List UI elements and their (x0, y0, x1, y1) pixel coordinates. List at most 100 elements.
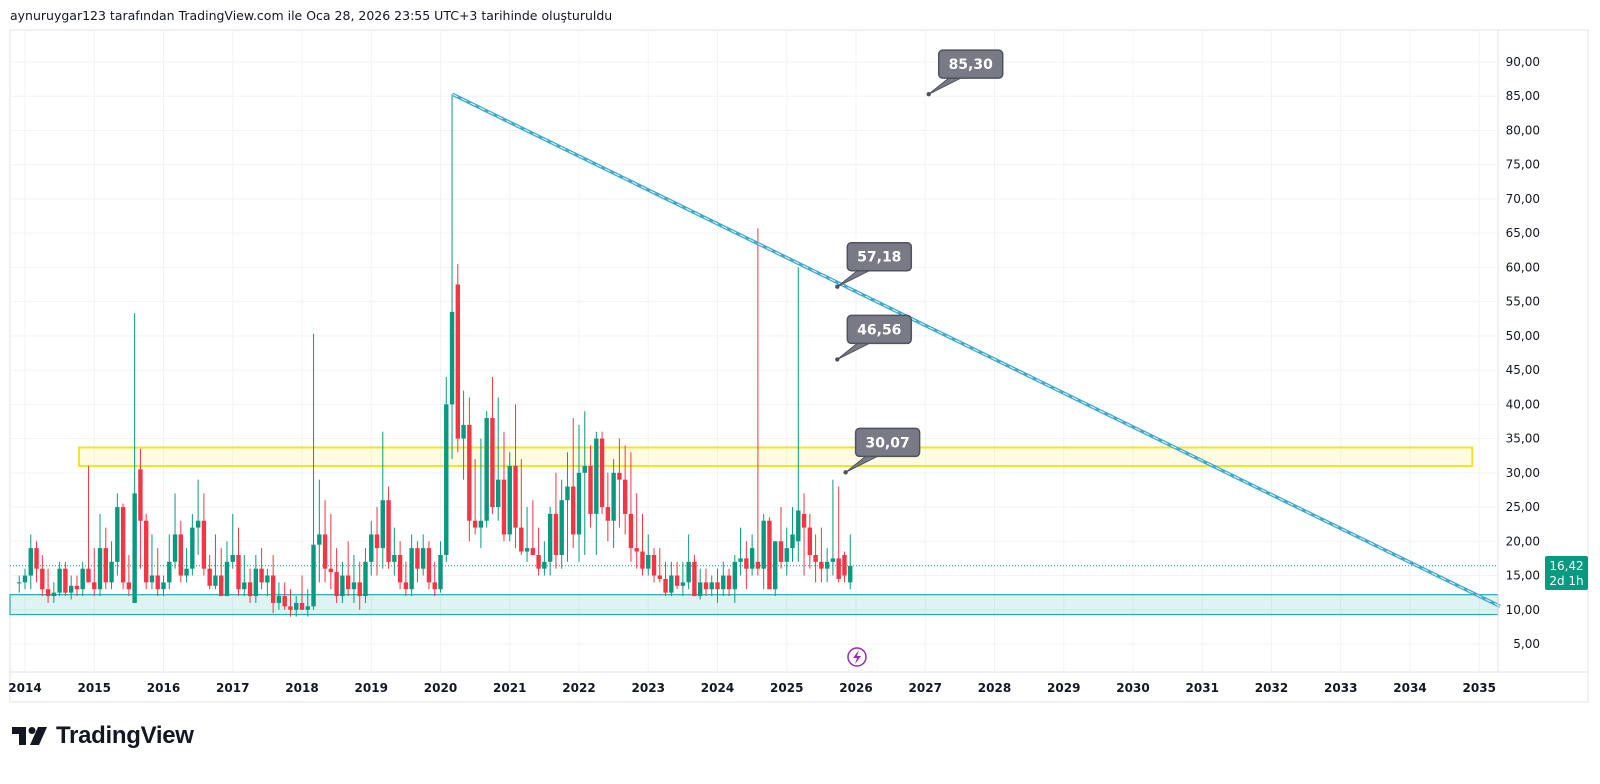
candle-body (496, 479, 501, 508)
candle-body (392, 554, 397, 562)
candle-body (259, 568, 264, 583)
candle-body (513, 465, 518, 528)
candle (288, 589, 293, 617)
price-tick-label: 35,00 (1506, 432, 1540, 446)
time-axis[interactable]: 2014 2015 2016 2017 2018 2019 2020 2021 2022 2023… (8, 681, 1496, 695)
candle (22, 568, 28, 590)
tradingview-logo[interactable]: TradingView (12, 722, 194, 750)
trendline[interactable] (451, 92, 1501, 608)
candle (634, 493, 639, 569)
candle-body (28, 548, 33, 576)
candle-body (848, 565, 853, 583)
candle-body (103, 548, 108, 583)
candle (749, 534, 755, 576)
price-tick-label: 40,00 (1506, 397, 1540, 411)
price-labels[interactable]: 85,30 57,18 46,56 30,07 (835, 49, 1004, 475)
candle-body (490, 418, 495, 508)
price-callout: 85,30 (926, 49, 1004, 97)
candle-body (409, 548, 414, 590)
candle-body (524, 548, 530, 552)
candle-body (836, 558, 841, 579)
candle (40, 554, 45, 597)
candle (721, 561, 726, 597)
candle (28, 534, 33, 590)
candle (761, 513, 766, 590)
time-tick-label: 2020 (424, 681, 457, 695)
candle-body (559, 500, 564, 555)
candle-body (790, 534, 795, 549)
candle-body (519, 527, 524, 552)
candle-body (276, 596, 282, 603)
candle-body (328, 568, 334, 573)
candle (201, 493, 207, 576)
candle (132, 313, 137, 603)
alert-lightning-icon[interactable] (847, 647, 867, 667)
candle (149, 534, 155, 590)
candle (369, 520, 374, 576)
candle (646, 534, 651, 576)
candle (697, 568, 703, 600)
candle-body (311, 544, 316, 607)
time-tick-label: 2021 (493, 681, 526, 695)
candle (80, 561, 85, 597)
candle (738, 527, 743, 576)
candle (842, 551, 847, 583)
time-tick-label: 2015 (78, 681, 111, 695)
candle (426, 541, 432, 590)
candle-body (253, 568, 259, 597)
candle-body (282, 596, 287, 607)
candle (830, 479, 836, 576)
candle (242, 554, 247, 597)
candle-body (622, 479, 628, 514)
candle (155, 548, 160, 597)
candle-body (767, 520, 772, 590)
candle-body (207, 568, 212, 586)
candle-body (547, 513, 553, 562)
candle-body (184, 568, 189, 576)
candle-body (369, 534, 374, 562)
candle-body (126, 582, 132, 590)
candle (819, 527, 824, 583)
candle-body (155, 575, 160, 590)
time-tick-label: 2019 (355, 681, 388, 695)
candle (824, 548, 830, 583)
candle (172, 493, 178, 569)
candle (663, 561, 668, 597)
candle (467, 397, 472, 542)
price-tick-label: 70,00 (1506, 192, 1540, 206)
candle-body (386, 500, 391, 562)
price-tick-label: 30,00 (1506, 466, 1540, 480)
candle (542, 541, 547, 576)
candle (628, 452, 634, 562)
candle (801, 493, 807, 576)
candle (178, 520, 184, 583)
candle-body (761, 520, 766, 569)
candle (190, 513, 195, 576)
candle-body (565, 486, 570, 501)
candle (357, 561, 362, 610)
candle (472, 459, 478, 535)
candle (640, 513, 645, 576)
candle-body (97, 548, 103, 590)
candle-body (703, 582, 709, 590)
candle-body (715, 582, 720, 590)
time-tick-label: 2016 (147, 681, 180, 695)
candle-body (247, 582, 253, 597)
candle (507, 452, 512, 542)
candle-body (201, 520, 207, 569)
price-axis[interactable]: 5,00 10,00 15,00 20,00 25,00 30,00 35,00 40,00 4… (1506, 55, 1540, 651)
candle-body (420, 548, 426, 569)
zones (9, 446, 1499, 616)
candle (138, 448, 143, 569)
candle (253, 554, 259, 603)
candle (617, 438, 622, 528)
candle-body (195, 520, 201, 528)
candle (351, 554, 357, 603)
candle-body (45, 589, 51, 597)
candle (167, 534, 172, 590)
candle (784, 527, 789, 576)
candle (299, 575, 305, 610)
candle-body (732, 561, 738, 590)
candle (501, 431, 507, 542)
